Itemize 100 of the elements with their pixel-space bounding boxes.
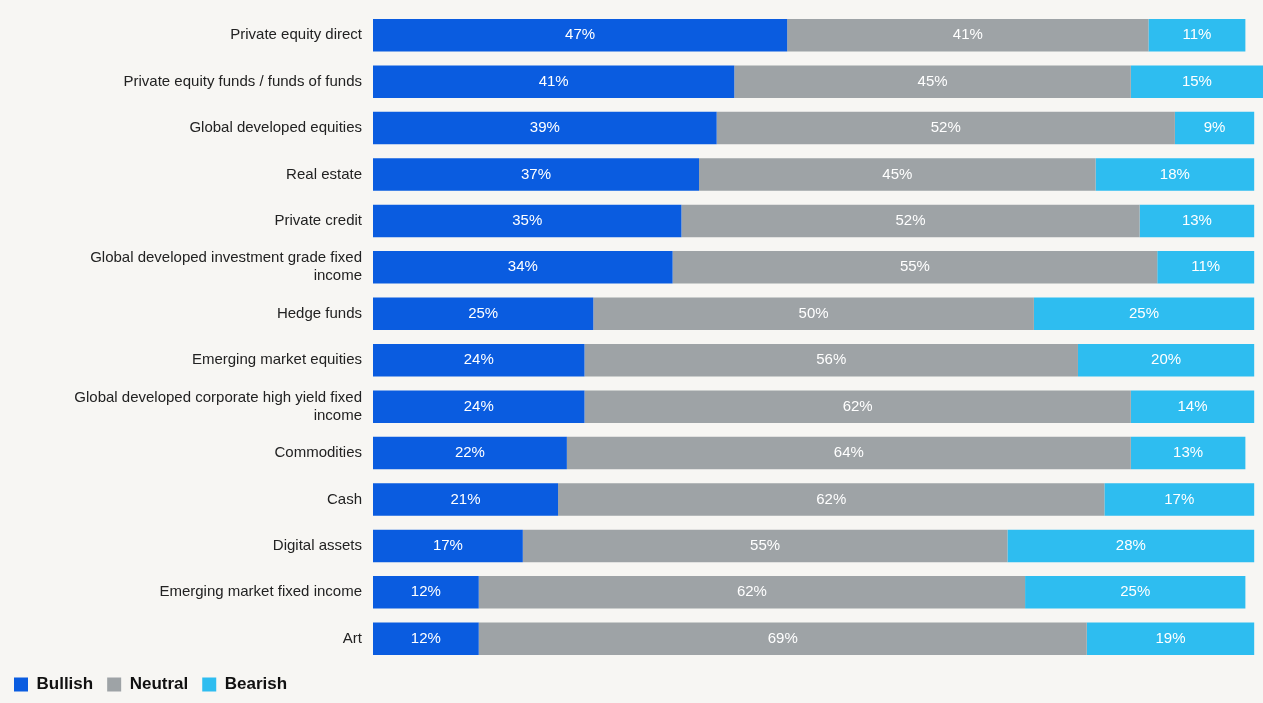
y-tick-label: Emerging market fixed income	[159, 582, 362, 600]
data-label: 17%	[1164, 489, 1195, 507]
data-label: 28%	[1115, 536, 1146, 554]
data-label: 56%	[816, 350, 847, 368]
bar	[566, 436, 1131, 470]
bar	[1025, 576, 1246, 609]
bar	[734, 65, 1131, 98]
y-tick-label: Global developed equities	[189, 118, 362, 136]
bar	[373, 18, 788, 52]
bar	[1130, 65, 1263, 98]
y-tick-label: Private equity direct	[230, 25, 363, 43]
bar	[1130, 436, 1246, 470]
data-label: 25%	[468, 303, 499, 321]
bar	[1157, 251, 1255, 284]
data-label: 69%	[767, 628, 798, 646]
data-label: 24%	[463, 396, 494, 414]
bar	[373, 436, 567, 470]
legend-label: Neutral	[129, 674, 189, 694]
bar	[373, 297, 594, 331]
y-tick-label: Emerging market equities	[191, 350, 362, 368]
legend-label: Bullish	[36, 674, 94, 694]
data-label: 41%	[538, 71, 569, 89]
bar	[558, 483, 1105, 516]
bar	[1033, 297, 1255, 331]
bar	[373, 204, 682, 238]
bar	[373, 529, 523, 563]
data-label: 9%	[1203, 118, 1226, 136]
bar	[1077, 343, 1255, 377]
y-tick-label: Global developed corporate high yield fixed income	[74, 387, 362, 423]
data-label: 19%	[1155, 628, 1186, 646]
bar	[373, 65, 735, 98]
data-label: 45%	[917, 71, 948, 89]
bar	[1148, 18, 1246, 52]
data-label: 25%	[1129, 303, 1160, 321]
y-tick-label: Digital assets	[272, 536, 362, 554]
data-label: 62%	[842, 396, 873, 414]
data-label: 45%	[882, 164, 913, 182]
data-label: 55%	[750, 536, 781, 554]
bar	[522, 529, 1008, 563]
data-label: 39%	[529, 118, 560, 136]
bar	[699, 158, 1096, 191]
data-label: 37%	[521, 164, 552, 182]
bar	[373, 390, 585, 423]
y-tick-label: Hedge funds	[276, 303, 362, 321]
y-tick-label: Cash	[326, 489, 362, 507]
bar	[373, 158, 700, 191]
data-label: 12%	[410, 628, 441, 646]
bar	[584, 343, 1078, 377]
bar	[373, 111, 717, 145]
bar	[1086, 622, 1255, 656]
bar	[1139, 204, 1255, 238]
data-label: 17%	[432, 536, 463, 554]
data-label: 25%	[1120, 582, 1151, 600]
bar	[584, 390, 1131, 423]
data-label: 35%	[512, 211, 543, 229]
y-tick-label: Global developed investment grade fixed income	[90, 248, 362, 284]
bar	[1095, 158, 1255, 191]
data-label: 55%	[899, 257, 930, 275]
data-label: 20%	[1151, 350, 1182, 368]
data-label: 11%	[1182, 25, 1212, 43]
data-label: 62%	[816, 489, 847, 507]
bar	[373, 343, 585, 377]
bar	[373, 251, 673, 284]
bar	[478, 622, 1087, 656]
data-label: 47%	[565, 25, 596, 43]
bar	[1174, 111, 1255, 145]
data-label: 12%	[410, 582, 441, 600]
data-label: 24%	[463, 350, 494, 368]
bar	[681, 204, 1140, 238]
data-label: 34%	[507, 257, 538, 275]
bar	[716, 111, 1175, 145]
data-label: 62%	[736, 582, 767, 600]
data-label: 14%	[1177, 396, 1208, 414]
bar	[1007, 529, 1255, 563]
legend-label: Bearish	[224, 674, 288, 694]
y-tick-label: Commodities	[274, 443, 362, 461]
data-label: 52%	[895, 211, 926, 229]
data-label: 41%	[952, 25, 983, 43]
bar	[787, 18, 1149, 52]
data-label: 22%	[454, 443, 485, 461]
bar	[373, 622, 479, 656]
bar	[478, 576, 1026, 609]
y-tick-label: Real estate	[286, 164, 362, 182]
data-label: 50%	[798, 303, 829, 321]
bar	[672, 251, 1158, 284]
bar	[593, 297, 1034, 331]
bar	[373, 576, 479, 609]
data-label: 11%	[1191, 257, 1221, 275]
data-label: 52%	[930, 118, 961, 136]
y-tick-label: Private equity funds / funds of funds	[123, 71, 362, 89]
data-label: 21%	[450, 489, 481, 507]
data-label: 15%	[1181, 71, 1212, 89]
y-tick-label: Art	[342, 628, 363, 646]
data-label: 13%	[1181, 211, 1212, 229]
data-label: 13%	[1173, 443, 1204, 461]
bar	[373, 483, 559, 516]
data-label: 18%	[1159, 164, 1190, 182]
bar	[1130, 390, 1255, 423]
bar	[1104, 483, 1255, 516]
data-label: 64%	[833, 443, 864, 461]
